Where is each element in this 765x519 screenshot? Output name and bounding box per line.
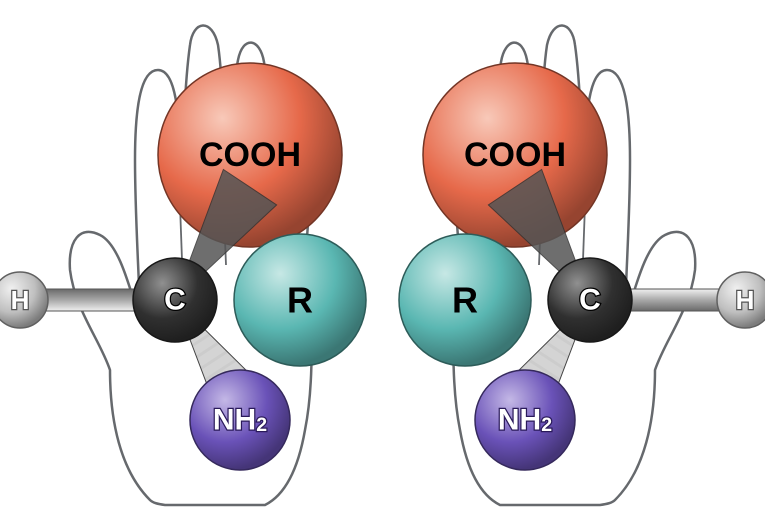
chirality-diagram: COOH R NH2 H C COOH R NH2 H C xyxy=(0,0,765,519)
nh2-atom-right: NH2 xyxy=(475,370,575,470)
c-label-right: C xyxy=(579,284,601,317)
c-label-left: C xyxy=(164,284,186,317)
h-label-right: H xyxy=(736,285,755,315)
r-label-left: R xyxy=(287,280,313,321)
cooh-label-right: COOH xyxy=(464,136,566,174)
right-enantiomer: COOH R NH2 H C xyxy=(399,25,765,505)
cooh-label-left: COOH xyxy=(199,136,301,174)
nh2-atom-left: NH2 xyxy=(190,370,290,470)
h-atom-right: H xyxy=(717,272,765,328)
r-atom-right: R xyxy=(399,234,531,366)
r-label-right: R xyxy=(452,280,478,321)
h-label-left: H xyxy=(11,285,30,315)
left-enantiomer: COOH R NH2 H C xyxy=(0,25,366,505)
c-atom-right: C xyxy=(548,258,632,342)
c-atom-left: C xyxy=(133,258,217,342)
h-atom-left: H xyxy=(0,272,48,328)
r-atom-left: R xyxy=(234,234,366,366)
